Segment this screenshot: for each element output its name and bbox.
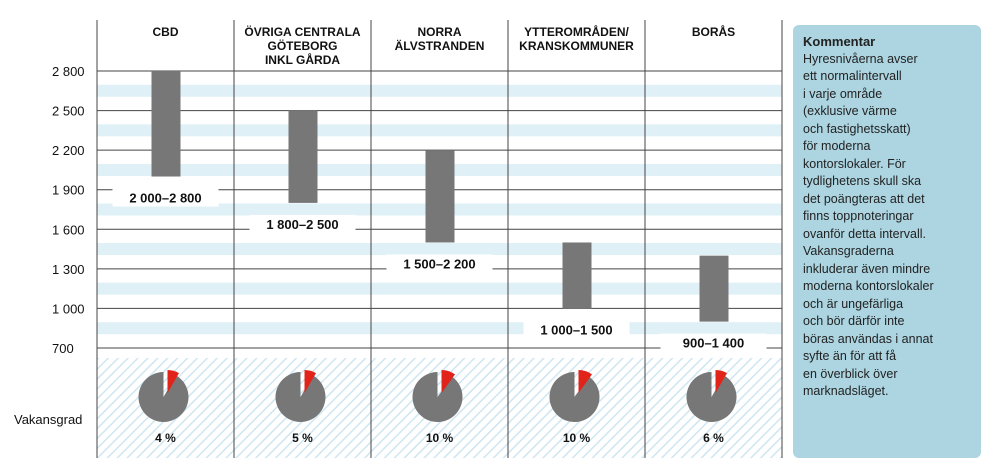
range-bar — [699, 255, 729, 322]
comment-line: och är ungefärliga — [803, 296, 904, 311]
band — [97, 124, 782, 137]
category-label: CBD — [153, 25, 179, 39]
y-tick-label: 2 200 — [52, 143, 85, 158]
pie-main — [138, 372, 189, 422]
range-bar — [151, 71, 181, 177]
category-label: INKL GÅRDA — [265, 52, 340, 67]
y-tick-label: 1 900 — [52, 183, 85, 198]
pie-vacancy-slice — [304, 370, 316, 393]
y-tick-label: 2 500 — [52, 104, 85, 119]
band — [97, 322, 782, 335]
comment-line: finns toppnoteringar — [803, 209, 914, 223]
y-tick-label: 700 — [52, 341, 74, 356]
comment-line: Hyresnivåerna avser — [803, 51, 918, 66]
range-label: 2 000–2 800 — [129, 191, 201, 206]
category-label: NORRA — [418, 25, 462, 39]
comment-line: ett normalintervall — [803, 69, 902, 83]
range-label: 1 800–2 500 — [266, 217, 338, 232]
range-bar — [425, 150, 455, 243]
pie-main — [549, 372, 600, 422]
category-label: BORÅS — [692, 24, 735, 39]
comment-line: tydlighetens skull ska — [803, 174, 922, 188]
category-label: ÄLVSTRANDEN — [395, 38, 485, 53]
vacancy-value: 6 % — [703, 431, 724, 445]
comment-line: i varje område — [803, 86, 883, 101]
comment-line: inkluderar även mindre — [803, 261, 931, 276]
y-tick-label: 2 800 — [52, 64, 85, 79]
pie-main — [412, 372, 463, 422]
pie-vacancy-slice — [715, 370, 727, 393]
range-bar — [562, 242, 592, 309]
comment-line: böras användas i annat — [803, 331, 933, 346]
comment-box: Kommentar Hyresnivåerna avser ett normali… — [793, 25, 981, 458]
comment-line: för moderna — [803, 139, 871, 153]
comment-line: en överblick över — [803, 366, 898, 381]
comment-line: marknadsläget. — [803, 384, 889, 398]
comment-line: ovanför detta intervall. — [803, 226, 926, 241]
vacancy-value: 10 % — [426, 431, 454, 445]
comment-line: moderna kontorslokaler — [803, 279, 934, 293]
rent-range-chart: 2 800 2 500 2 200 1 900 1 600 1 300 1 000 700 Va… — [14, 20, 783, 458]
category-label: ÖVRIGA CENTRALA — [244, 24, 361, 39]
range-label-bg — [386, 254, 493, 273]
pie-vacancy-slice — [578, 370, 593, 393]
pie-vacancy-slice — [167, 370, 179, 393]
range-label-bg — [112, 188, 219, 207]
vacancy-value: 5 % — [292, 431, 313, 445]
range-label-bg — [660, 333, 767, 352]
pie-main — [686, 372, 737, 422]
band — [97, 84, 782, 97]
comment-line: (exklusive värme — [803, 104, 897, 118]
category-label: KRANSKOMMUNER — [519, 39, 634, 53]
pie-vacancy-slice — [441, 370, 456, 393]
band — [97, 282, 782, 295]
range-label: 900–1 400 — [683, 336, 744, 351]
vacancy-label: Vakansgrad — [14, 412, 82, 427]
range-label: 1 000–1 500 — [540, 322, 612, 337]
vacancy-value: 4 % — [155, 431, 176, 445]
category-label: YTTEROMRÅDEN/ — [524, 24, 629, 39]
range-label-bg — [249, 214, 356, 233]
vacancy-value: 10 % — [563, 431, 591, 445]
y-tick-label: 1 600 — [52, 222, 85, 237]
range-bar — [288, 110, 318, 203]
category-label: GÖTEBORG — [267, 38, 337, 53]
comment-line: Vakansgraderna — [803, 244, 894, 258]
y-tick-label: 1 300 — [52, 262, 85, 277]
comment-line: och fastighetsskatt) — [803, 121, 911, 136]
range-label-bg — [523, 320, 630, 339]
comment-line: syfte än för att få — [803, 349, 897, 363]
pie-main — [275, 372, 326, 422]
comment-line: kontorslokaler. För — [803, 156, 906, 171]
comment-title: Kommentar — [803, 34, 876, 49]
comment-line: det poängteras att det — [803, 191, 925, 206]
range-label: 1 500–2 200 — [403, 256, 475, 271]
comment-line: och bör därför inte — [803, 314, 905, 328]
band — [97, 243, 782, 256]
y-tick-label: 1 000 — [52, 301, 85, 316]
